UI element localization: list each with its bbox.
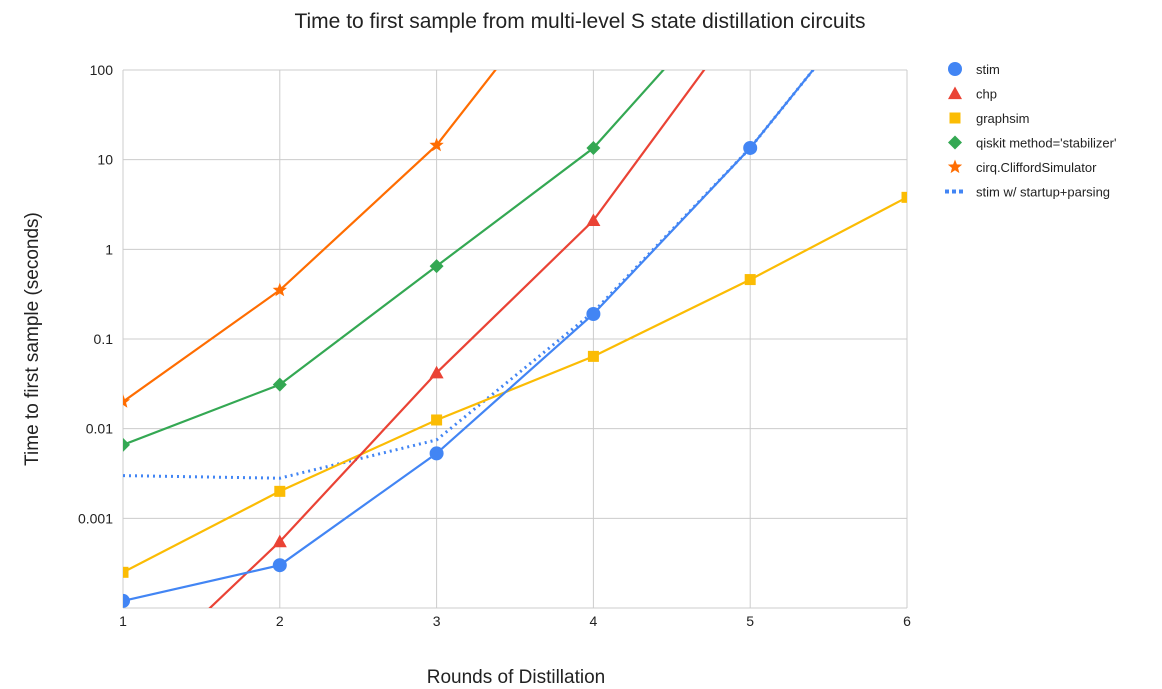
- series-qiskit-method-stabilizer-: [123, 70, 665, 452]
- series-stim-w-startup-parsing: [123, 70, 815, 480]
- legend-item: qiskit method='stabilizer': [948, 135, 1116, 151]
- series-cirq-cliffordsimulator: [123, 70, 497, 408]
- legend-item: chp: [948, 86, 997, 102]
- x-tick-label: 5: [746, 613, 754, 629]
- data-point: [429, 137, 444, 152]
- series-line: [123, 70, 815, 480]
- data-point: [272, 377, 287, 392]
- series-layer: [116, 70, 907, 689]
- x-tick-label: 1: [119, 613, 127, 629]
- legend-label: cirq.CliffordSimulator: [976, 160, 1097, 175]
- series-chp: [116, 70, 706, 689]
- x-tick-label: 3: [433, 613, 441, 629]
- data-point: [744, 274, 756, 286]
- legend-swatch: [947, 159, 963, 174]
- y-tick-label: 0.1: [94, 331, 114, 347]
- legend-swatch: [948, 135, 962, 150]
- x-axis-title: Rounds of Distillation: [427, 667, 605, 688]
- legend-label: graphsim: [976, 111, 1029, 126]
- series-line: [123, 70, 497, 403]
- series-graphsim: [123, 191, 907, 578]
- data-point: [431, 414, 443, 426]
- legend-swatch: [948, 86, 962, 100]
- data-point: [901, 191, 907, 203]
- data-point: [429, 446, 444, 461]
- legend-label: stim w/ startup+parsing: [976, 185, 1110, 200]
- grid: [122, 69, 908, 609]
- series-stim: [123, 70, 815, 608]
- data-point: [123, 566, 129, 578]
- data-point: [123, 437, 130, 452]
- legend-label: qiskit method='stabilizer': [976, 136, 1116, 151]
- legend-swatch: [948, 62, 962, 76]
- data-point: [274, 485, 286, 497]
- x-tick-labels: 1 2 3 4 5 6: [119, 613, 911, 629]
- data-point: [123, 394, 131, 408]
- data-point: [272, 282, 287, 297]
- data-point: [123, 593, 130, 608]
- legend-item: graphsim: [949, 111, 1029, 126]
- y-tick-label: 1: [105, 241, 113, 257]
- data-point: [586, 213, 601, 227]
- data-point: [272, 558, 287, 573]
- y-tick-labels: 100 10 1 0.1 0.01 0.001: [78, 62, 113, 526]
- x-tick-label: 4: [590, 613, 598, 629]
- legend-item: stim w/ startup+parsing: [945, 185, 1110, 200]
- y-tick-label: 0.01: [86, 421, 113, 437]
- y-tick-label: 100: [90, 62, 114, 78]
- legend-label: chp: [976, 87, 997, 102]
- y-axis-title: Time to first sample (seconds): [22, 212, 43, 466]
- data-point: [743, 140, 758, 155]
- y-tick-label: 0.001: [78, 510, 113, 526]
- series-line: [123, 70, 815, 602]
- legend-label: stim: [976, 62, 1000, 77]
- legend-item: stim: [948, 62, 1000, 77]
- data-point: [429, 365, 444, 379]
- x-tick-label: 2: [276, 613, 284, 629]
- legend-item: cirq.CliffordSimulator: [947, 159, 1097, 175]
- y-tick-label: 10: [97, 152, 113, 168]
- data-point: [272, 534, 287, 548]
- data-point: [429, 259, 444, 274]
- data-point: [116, 684, 130, 689]
- x-tick-label: 6: [903, 613, 911, 629]
- data-point: [587, 350, 599, 362]
- series-line: [123, 196, 907, 574]
- legend: stim chp graphsim qiskit method='stabilizer…: [945, 62, 1116, 200]
- legend-swatch: [949, 112, 961, 124]
- data-point: [586, 307, 601, 322]
- chart-title: Time to first sample from multi-level S …: [294, 10, 865, 33]
- data-point: [586, 140, 601, 155]
